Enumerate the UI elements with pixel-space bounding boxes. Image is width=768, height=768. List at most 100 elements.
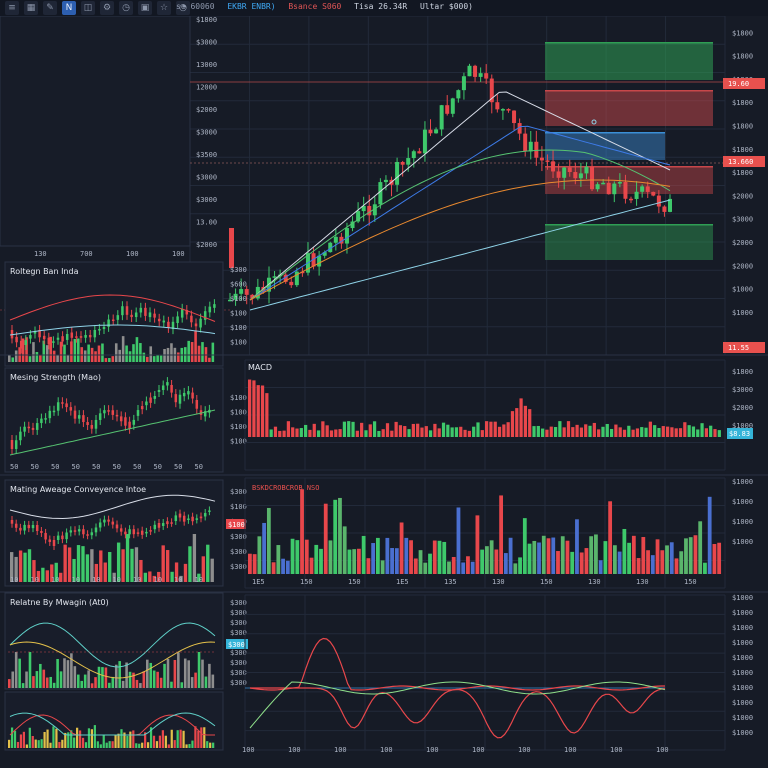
osc-bar (636, 558, 641, 574)
camera-icon[interactable]: ▣ (138, 1, 152, 15)
volume-bar (480, 430, 484, 437)
volume-bar (295, 428, 299, 437)
osc-bar (503, 553, 508, 574)
ms-candle (23, 426, 26, 432)
lower-osc-axis-label: $1000 (732, 684, 753, 692)
rsi-volume-bar (125, 345, 128, 362)
ms-candle (48, 410, 52, 419)
ms-candle (166, 382, 169, 386)
rdm-axis-label: $300 (230, 609, 247, 617)
macd-volume-bar (99, 550, 103, 582)
rdm-volume-bar (149, 662, 153, 688)
alert-icon[interactable]: ◔ (176, 1, 190, 15)
osc-bar (508, 537, 513, 574)
osc-bar (589, 536, 594, 574)
rsi-candle (111, 319, 115, 322)
menu-icon[interactable]: ≡ (5, 1, 19, 15)
volume-bar (519, 398, 523, 437)
macd-volume-bar (116, 542, 121, 582)
ma-orange-line (249, 179, 671, 301)
candle (523, 133, 528, 152)
grid-icon[interactable]: ▦ (24, 1, 38, 15)
candle (356, 211, 361, 222)
volume-bar (648, 421, 652, 437)
chart-type-icon[interactable]: N (62, 1, 76, 15)
volume-bar (510, 411, 515, 437)
macd-candle (128, 529, 131, 535)
rdm-axis-label: $300 (230, 669, 247, 677)
x-axis-label: 700 (80, 250, 93, 258)
rsi-candle (107, 319, 110, 327)
volume-bar (717, 430, 721, 437)
ms-candle (61, 402, 64, 404)
rsi-volume-bar (128, 351, 132, 362)
bottom-left-bar (206, 741, 209, 748)
rdm-volume-bar (52, 682, 56, 688)
osc-bar (361, 535, 366, 574)
volume-bar (291, 427, 295, 437)
candle (551, 161, 556, 172)
demand-zone-edge (545, 224, 713, 226)
volume-bar (364, 430, 368, 437)
star-icon[interactable]: ☆ (157, 1, 171, 15)
osc-bar (328, 540, 333, 574)
lower-osc-axis-label: $1000 (732, 639, 753, 647)
volume-bar (381, 429, 385, 437)
macd-candle (69, 530, 73, 533)
macd-candle (149, 530, 152, 532)
macd-candle (178, 513, 182, 518)
ms-axis-label: $100 (230, 423, 247, 431)
volume-bar (605, 423, 609, 437)
macd-volume-bar (139, 559, 143, 582)
candle (567, 167, 572, 173)
lower-osc-axis-label: $1000 (732, 669, 753, 677)
candle (528, 141, 533, 152)
osc-bar (537, 542, 541, 574)
bottom-left-bar (61, 739, 64, 748)
rsi-volume-bar (135, 337, 139, 362)
volume-bar (476, 422, 480, 437)
layers-icon[interactable]: ◫ (81, 1, 95, 15)
rsi-volume-bar (25, 337, 28, 362)
rdm-volume-bar (183, 658, 187, 688)
rsi-volume-bar (45, 345, 49, 362)
macd-panel-title: Mating Aweage Conveyence Intoe (10, 485, 146, 494)
macd-x-label: 10 (174, 576, 182, 584)
lower-osc-axis-label: $1000 (732, 654, 753, 662)
rsi-axis-label: $100 (230, 324, 247, 332)
rsi-volume-bar (111, 356, 115, 362)
candle (395, 161, 400, 185)
volume-bar (609, 428, 614, 437)
osc-bar (295, 540, 300, 574)
bottom-left-bar (129, 731, 132, 748)
macd-axis-label: $300 (230, 563, 247, 571)
rsi-candle (24, 340, 28, 345)
volume-bar (338, 429, 342, 437)
volume-bar (523, 405, 528, 437)
bottom-left-bar (188, 744, 191, 748)
ms-candle (199, 410, 203, 415)
volume-bar (597, 429, 601, 437)
rdm-volume-bar (125, 662, 128, 688)
osc-bar (641, 537, 646, 574)
pencil-icon[interactable]: ✎ (43, 1, 57, 15)
clock-icon[interactable]: ◷ (119, 1, 133, 15)
volume-bar (588, 425, 592, 437)
volume-bar (644, 427, 648, 437)
lower-osc-axis-label: $1000 (732, 699, 753, 707)
macd-volume-bar (76, 545, 81, 582)
lower-osc-x-label: 100 (610, 746, 623, 754)
macd-candle (107, 519, 110, 522)
macd-volume-bar (50, 564, 54, 582)
bottom-left-bar (176, 730, 179, 748)
price-tag-label: 11.55 (728, 344, 749, 352)
rsi-candle (116, 315, 120, 320)
settings-icon[interactable]: ⚙ (100, 1, 114, 15)
candle (434, 129, 439, 134)
osc-bar (485, 546, 489, 574)
rsi-candle (171, 321, 175, 330)
osc-bar (518, 557, 522, 574)
candle (372, 204, 377, 216)
lower-osc-axis-label: $1000 (732, 729, 753, 737)
